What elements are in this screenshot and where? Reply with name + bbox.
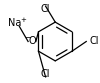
Text: −: − (24, 33, 31, 42)
Text: Na: Na (8, 18, 21, 28)
Text: Cl: Cl (41, 69, 50, 79)
Text: Cl: Cl (41, 4, 50, 14)
Text: O: O (28, 37, 36, 46)
Text: +: + (20, 17, 26, 23)
Text: Cl: Cl (89, 37, 99, 46)
